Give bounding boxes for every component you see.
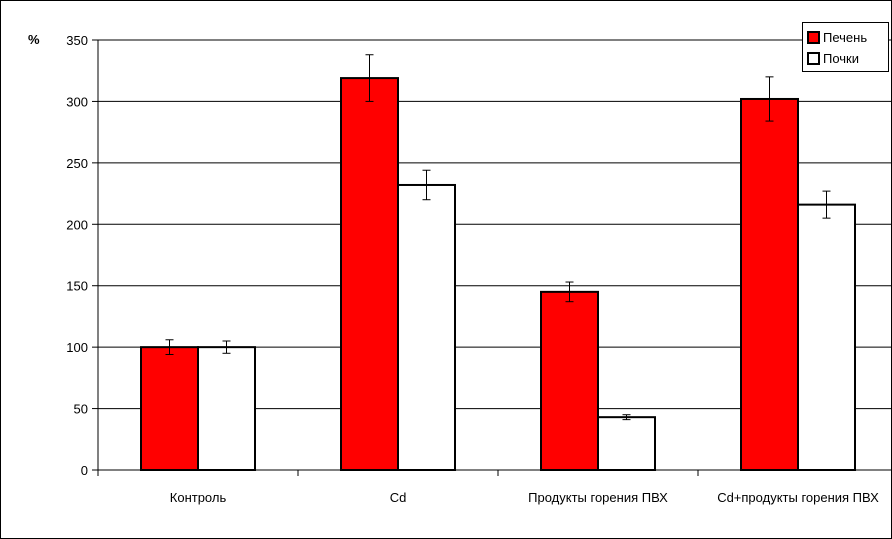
- y-tick-label: 50: [74, 402, 88, 417]
- error-bar: [822, 190, 831, 219]
- error-bar: [765, 76, 774, 122]
- x-tick-label: Контроль: [170, 490, 227, 505]
- y-tick-label: 0: [81, 463, 88, 478]
- y-axis-label: %: [28, 32, 40, 47]
- bar-series-2: [397, 183, 456, 471]
- bars: [140, 77, 856, 471]
- x-tick-label: Cd: [390, 490, 407, 505]
- bar-series-2: [797, 203, 856, 471]
- y-tick-label: 250: [66, 156, 88, 171]
- bar-series-2: [197, 346, 256, 471]
- x-tick-label: Продукты горения ПВХ: [528, 490, 668, 505]
- error-bar: [565, 281, 574, 303]
- error-bar: [222, 340, 231, 354]
- error-bar: [165, 339, 174, 356]
- legend-item-series-1: Печень: [807, 28, 867, 46]
- bar-series-1: [540, 290, 599, 471]
- y-tick-label: 200: [66, 217, 88, 232]
- legend: Печень Почки: [802, 22, 889, 72]
- axes: [92, 39, 892, 476]
- legend-item-series-2: Почки: [807, 49, 859, 67]
- y-tick-label: 150: [66, 279, 88, 294]
- error-bar: [622, 414, 631, 421]
- x-tick-label: Cd+продукты горения ПВХ: [717, 490, 879, 505]
- bar-series-2: [597, 416, 656, 471]
- legend-swatch-series-2: [807, 51, 820, 65]
- bar-series-1: [140, 346, 199, 471]
- tick-labels: 0 50 100 150 200 250 300 350 Контроль Cd Продукты …: [66, 33, 879, 505]
- legend-swatch-series-1: [807, 30, 820, 44]
- y-tick-label: 300: [66, 94, 88, 109]
- error-bars: [165, 54, 831, 421]
- legend-label-series-2: Почки: [823, 50, 860, 66]
- y-tick-label: 100: [66, 340, 88, 355]
- y-tick-label: 350: [66, 33, 88, 48]
- error-bar: [365, 54, 374, 102]
- bar-series-1: [340, 77, 399, 471]
- error-bar: [422, 169, 431, 201]
- bar-series-1: [740, 97, 799, 471]
- legend-label-series-1: Печень: [823, 29, 868, 45]
